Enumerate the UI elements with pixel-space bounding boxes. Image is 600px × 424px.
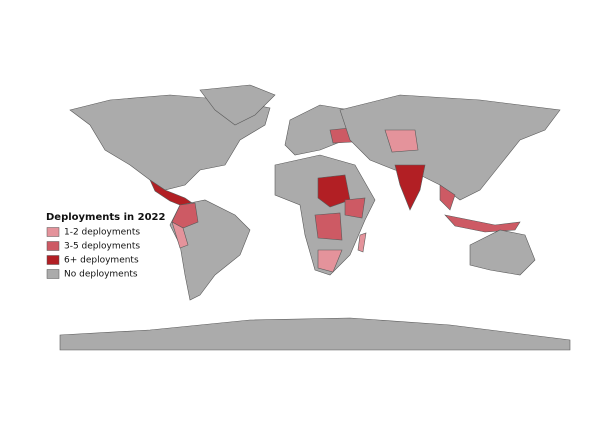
legend: 1-2 deployments 3-5 deployments 6+ deploym…	[46, 227, 140, 280]
congo	[314, 212, 343, 241]
southeast-asia	[439, 184, 456, 211]
countries	[59, 84, 571, 351]
southern-africa	[317, 249, 343, 273]
antarctica	[59, 317, 571, 351]
india	[394, 164, 426, 211]
colombia	[171, 202, 199, 229]
central-asia	[384, 129, 419, 153]
asia	[339, 94, 561, 201]
greenland	[199, 84, 276, 126]
ethiopia	[344, 197, 366, 219]
peru	[171, 221, 189, 249]
legend-label: No deployments	[64, 270, 138, 280]
legend-swatch	[46, 227, 60, 237]
legend-label: 6+ deployments	[64, 256, 139, 266]
australia	[469, 229, 536, 276]
legend-label: 3-5 deployments	[64, 242, 140, 252]
legend-title: Deployments in 2022	[46, 212, 165, 223]
legend-swatch	[46, 241, 60, 251]
sudan	[317, 174, 351, 208]
north-america	[69, 94, 271, 191]
legend-swatch	[46, 269, 60, 279]
legend-swatch	[46, 255, 60, 265]
legend-label: 1-2 deployments	[64, 228, 140, 238]
madagascar	[357, 232, 367, 253]
indonesia	[444, 214, 521, 233]
